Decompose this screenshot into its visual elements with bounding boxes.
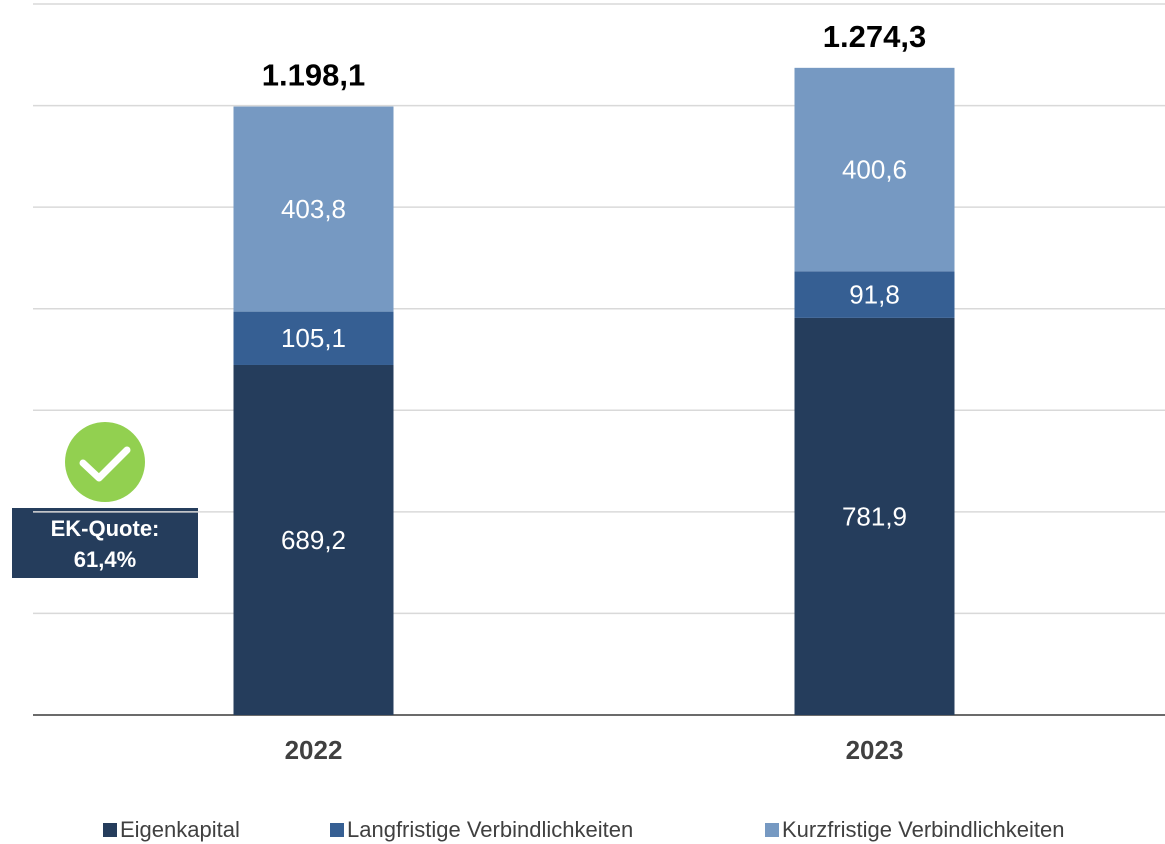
legend-swatch [103, 823, 117, 837]
legend-swatch [330, 823, 344, 837]
annotation-text: EK-Quote: [51, 516, 160, 541]
legend-label: Eigenkapital [120, 817, 240, 842]
check-icon [65, 422, 145, 502]
value-label: 403,8 [281, 194, 346, 224]
bar-segment [794, 67, 955, 272]
bar-segment [794, 271, 955, 318]
x-tick-label: 2022 [285, 735, 343, 765]
bar-segment [233, 106, 394, 312]
check-mark [79, 446, 131, 482]
value-label: 781,9 [842, 501, 907, 531]
total-label: 1.274,3 [823, 19, 926, 54]
bar-segment [794, 317, 955, 715]
value-label: 91,8 [849, 279, 900, 309]
legend-label: Kurzfristige Verbindlichkeiten [782, 817, 1064, 842]
value-label: 400,6 [842, 154, 907, 184]
annotation-text: 61,4% [74, 547, 136, 572]
legend-label: Langfristige Verbindlichkeiten [347, 817, 633, 842]
x-tick-label: 2023 [846, 735, 904, 765]
value-label: 689,2 [281, 525, 346, 555]
annotation-box [12, 508, 198, 578]
bar-segment [233, 364, 394, 715]
total-label: 1.198,1 [262, 58, 365, 93]
legend-swatch [765, 823, 779, 837]
bar-segment [233, 311, 394, 365]
value-label: 105,1 [281, 323, 346, 353]
